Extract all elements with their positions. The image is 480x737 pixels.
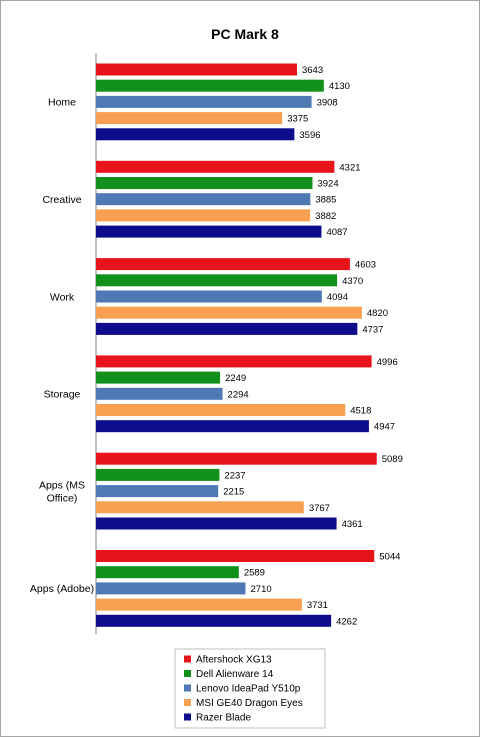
bar-5-4	[96, 614, 332, 627]
data-label-2-0: 4603	[355, 260, 376, 271]
legend-label-4: Razer Blade	[196, 713, 251, 724]
legend-swatch-3	[184, 699, 191, 706]
bar-5-0	[96, 550, 375, 562]
category-label-2: Work	[50, 291, 75, 303]
data-label-3-2: 2294	[228, 389, 249, 400]
data-label-2-3: 4820	[367, 308, 388, 319]
category-label-5: Apps (Adobe)	[30, 583, 94, 595]
legend-swatch-0	[184, 655, 191, 663]
bar-3-2	[96, 387, 223, 400]
category-label-1: Creative	[42, 194, 81, 206]
bar-0-1	[96, 79, 324, 92]
bar-2-2	[96, 290, 322, 303]
category-label-0: Home	[48, 97, 76, 109]
data-label-1-1: 3924	[317, 179, 338, 190]
data-label-5-3: 3731	[307, 600, 328, 611]
bar-5-1	[96, 566, 239, 579]
legend-label-2: Lenovo IdeaPad Y510p	[196, 684, 301, 695]
legend-swatch-1	[184, 670, 191, 677]
data-label-4-4: 4361	[342, 519, 363, 530]
bar-2-0	[96, 258, 350, 271]
data-label-4-3: 3767	[309, 503, 330, 514]
data-label-3-0: 4996	[377, 357, 398, 368]
data-label-4-2: 2215	[223, 487, 244, 498]
bar-4-1	[96, 468, 220, 481]
category-label-4-line-0: Apps (MS	[39, 479, 85, 491]
bar-3-0	[96, 355, 372, 368]
legend-swatch-2	[184, 684, 191, 692]
data-label-2-4: 4737	[362, 324, 383, 335]
bar-1-3	[96, 209, 311, 222]
data-label-4-0: 5089	[382, 454, 403, 465]
bar-5-3	[96, 598, 302, 611]
data-label-3-3: 4518	[350, 406, 371, 417]
bar-4-3	[96, 501, 304, 514]
bar-2-4	[96, 322, 358, 335]
data-label-0-4: 3596	[299, 130, 320, 141]
data-label-1-2: 3885	[315, 195, 336, 206]
data-label-0-2: 3908	[317, 97, 338, 108]
legend	[174, 648, 326, 729]
bar-2-3	[96, 306, 362, 319]
legend-swatch-4	[184, 713, 191, 721]
bar-1-0	[96, 160, 335, 173]
bar-1-1	[96, 177, 313, 189]
data-label-1-0: 4321	[339, 162, 360, 173]
bar-0-4	[96, 128, 295, 141]
data-label-5-0: 5044	[379, 552, 400, 563]
data-label-2-2: 4094	[327, 292, 348, 303]
data-label-5-4: 4262	[336, 616, 357, 627]
data-label-3-4: 4947	[374, 422, 395, 433]
bar-3-1	[96, 371, 221, 384]
bar-1-4	[96, 225, 322, 238]
data-label-2-1: 4370	[342, 276, 363, 287]
legend-label-1: Dell Alienware 14	[196, 669, 274, 680]
bar-0-0	[96, 63, 297, 76]
data-label-3-1: 2249	[225, 373, 246, 384]
category-label-4-line-1: Office)	[47, 492, 78, 504]
data-label-5-1: 2589	[244, 568, 265, 579]
data-label-1-3: 3882	[315, 211, 336, 222]
data-label-1-4: 4087	[326, 227, 347, 238]
bar-4-4	[96, 517, 337, 530]
legend-label-0: Aftershock XG13	[196, 655, 272, 666]
data-label-4-1: 2237	[224, 470, 245, 481]
data-label-0-0: 3643	[302, 65, 323, 76]
bar-3-4	[96, 420, 369, 433]
data-label-5-2: 2710	[251, 584, 272, 595]
bar-0-3	[96, 112, 283, 125]
bar-0-2	[96, 95, 312, 108]
bar-5-2	[96, 582, 246, 595]
bar-2-1	[96, 274, 338, 287]
bar-1-2	[96, 193, 311, 206]
bar-4-2	[96, 485, 219, 498]
legend-label-3: MSI GE40 Dragon Eyes	[196, 698, 303, 709]
chart-title: PC Mark 8	[211, 26, 279, 42]
category-label-3: Storage	[44, 389, 81, 401]
legend-items: Aftershock XG13 Dell Alienware 14 Lenovo I…	[184, 655, 303, 724]
bar-4-0	[96, 452, 377, 465]
data-label-0-3: 3375	[287, 114, 308, 125]
data-label-0-1: 4130	[329, 81, 350, 92]
bar-3-3	[96, 404, 346, 416]
